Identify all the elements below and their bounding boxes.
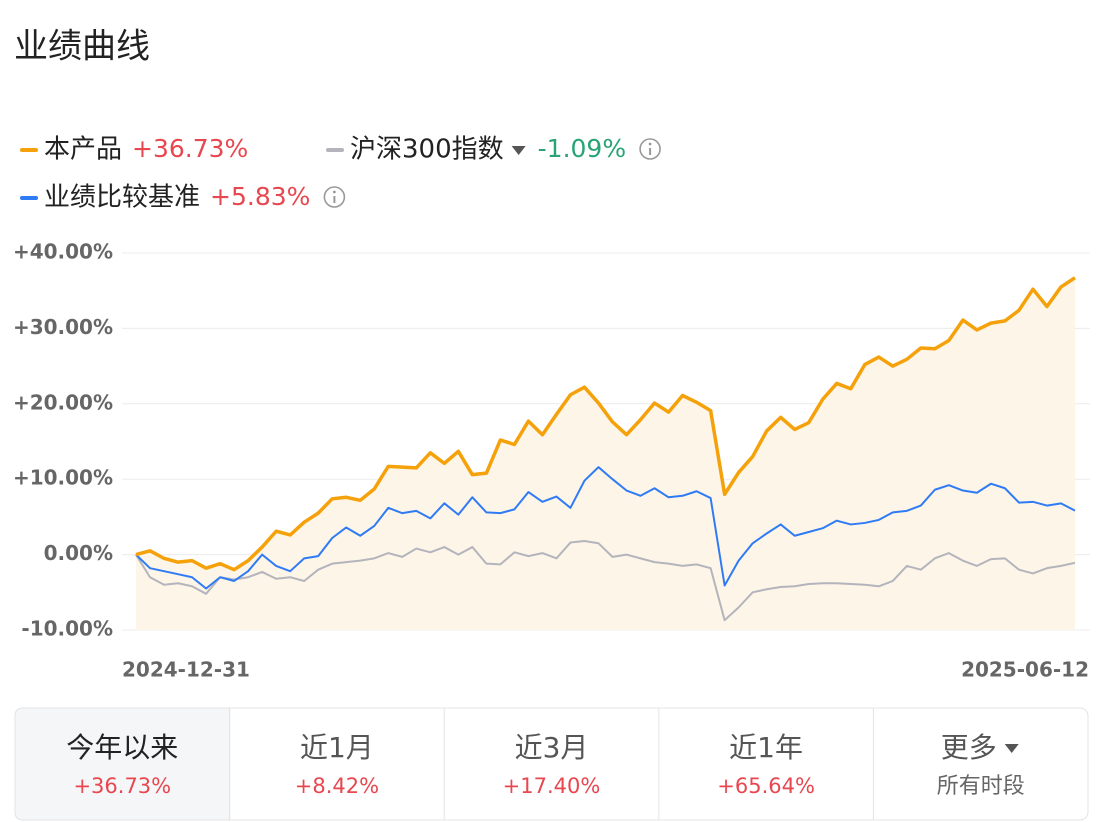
- x-tick-label: 2025-06-12: [961, 658, 1089, 682]
- dropdown-arrow: [1004, 744, 1019, 753]
- legend-return: +36.73%: [132, 134, 248, 163]
- tab-value: +17.40%: [503, 774, 601, 798]
- legend-return: -1.09%: [538, 134, 626, 163]
- y-tick-label: +40.00%: [13, 240, 113, 264]
- tab-value: +65.64%: [717, 774, 815, 798]
- area-fill: [136, 277, 1075, 630]
- tab-value: +8.42%: [295, 774, 379, 798]
- tab-label[interactable]: 近1月: [300, 731, 374, 764]
- series-line: [135, 466, 1076, 590]
- x-tick-label: 2024-12-31: [122, 658, 250, 682]
- series-line: [135, 540, 1076, 622]
- legend-name[interactable]: 沪深300指数: [350, 135, 504, 165]
- legend-name: 业绩比较基准: [44, 183, 200, 213]
- tab-value: +36.73%: [73, 774, 171, 798]
- page-title: 业绩曲线: [14, 27, 150, 67]
- series-line: [135, 276, 1076, 572]
- tab-label[interactable]: 更多: [941, 731, 997, 764]
- legend-return: +5.83%: [210, 182, 310, 211]
- y-tick-label: +30.00%: [13, 315, 113, 339]
- dropdown-arrow: [511, 146, 526, 155]
- info-icon[interactable]: [639, 138, 661, 160]
- legend-name: 本产品: [44, 135, 122, 165]
- tab-label[interactable]: 近3月: [515, 731, 589, 764]
- info-icon: [648, 142, 652, 146]
- y-tick-label: 0.00%: [44, 541, 113, 565]
- tab-label[interactable]: 近1年: [729, 731, 803, 764]
- tab-active-bg: [14, 707, 231, 821]
- info-icon: [332, 190, 336, 194]
- tab-value: 所有时段: [937, 774, 1025, 799]
- tab-label[interactable]: 今年以来: [66, 731, 178, 764]
- y-tick-label: +10.00%: [13, 466, 113, 490]
- y-tick-label: +20.00%: [13, 390, 113, 414]
- y-tick-label: -10.00%: [21, 617, 113, 641]
- info-icon[interactable]: [323, 186, 346, 208]
